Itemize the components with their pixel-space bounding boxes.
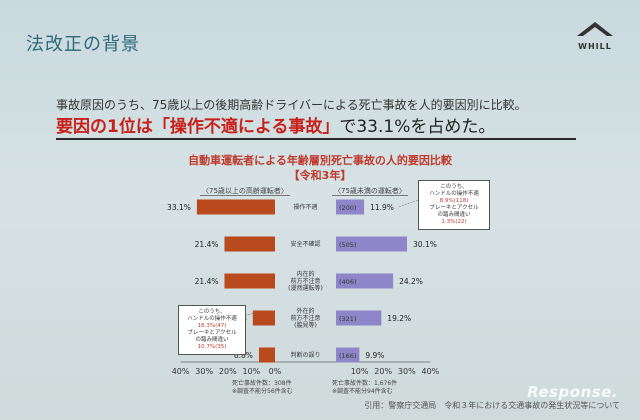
bar-right [336, 199, 365, 215]
x-tick-left: 40% [172, 367, 190, 376]
category-label: 判断の誤り [290, 351, 320, 359]
note-left-line: ハンドルの操作不適 [187, 316, 237, 322]
footer-right-line: ※調査不能分94件含む [332, 388, 393, 395]
legend-right: 〈75歳未満の運転者〉 [332, 186, 408, 196]
legend-right-text: 〈75歳未満の運転者〉 [332, 187, 408, 196]
x-tick-right: 10% [351, 367, 369, 376]
note-left-line: の踏み間違い [195, 337, 229, 343]
count-label: (505) [339, 241, 356, 249]
headline: 要因の1位は「操作不適による事故」で33.1%を占めた。 [56, 112, 495, 137]
logo-text: WHILL [578, 42, 612, 51]
count-label: (200) [339, 204, 356, 212]
count-label: (321) [339, 315, 356, 323]
footer-right-line: 死亡事故件数：1,676件 [332, 380, 398, 387]
chart-title: 自動車運転者による年齢層別死亡事故の人的要因比較 [188, 154, 452, 167]
x-tick-left: 20% [219, 367, 237, 376]
x-tick-right: 40% [422, 367, 440, 376]
note-left-line: このうち、 [198, 309, 226, 315]
bar-right [336, 236, 408, 252]
bar-left [252, 310, 275, 326]
x-tick-right: 30% [398, 367, 416, 376]
count-label: (406) [339, 278, 356, 286]
x-tick-left: 10% [243, 367, 261, 376]
category-label: 前方不注意 [290, 314, 320, 322]
headline-highlight: 「操作不適による事故」 [152, 117, 340, 137]
category-label: 操作不適 [293, 203, 317, 211]
chart-subtitle: 【令和3年】 [288, 169, 352, 182]
bar-right [336, 310, 382, 326]
footer-left-line: 死亡事故件数：308件 [232, 380, 292, 387]
note-left-line: 16.3%(47) [197, 323, 227, 329]
footer-right: 死亡事故件数：1,676件 ※調査不能分94件含む [332, 380, 397, 396]
bar-right [336, 347, 360, 363]
bar-right [336, 273, 394, 289]
category-label: 内在的 [296, 270, 314, 278]
watermark: Response. [527, 383, 618, 401]
category-label: 安全不確認 [290, 240, 320, 248]
note-right: このうち、 ハンドルの操作不適 8.9%(118) ブレーキとアクセル の踏み間… [418, 180, 490, 230]
category-label: 外在的 [296, 307, 314, 315]
value-label-left: 6.8% [234, 351, 253, 360]
note-right-connector [397, 199, 419, 208]
legend-left: 〈75歳以上の高齢運転者〉 [200, 186, 290, 196]
source-citation: 引用：警察庁交通局 令和３年における交通事故の発生状況等について [364, 401, 620, 410]
value-label-left: 21.4% [195, 277, 219, 286]
note-right-line: の踏み間違い [437, 212, 471, 218]
category-label: (脇見等) [294, 321, 317, 329]
value-label-right: 19.2% [387, 314, 411, 323]
value-label-right: 30.1% [413, 240, 437, 249]
footer-left: 死亡事故件数：308件 ※調査不能分56件含む [232, 380, 293, 396]
note-right-line: ブレーキとアクセル [429, 205, 479, 211]
note-right-line: このうち、 [440, 184, 468, 190]
value-label-right: 24.2% [399, 277, 423, 286]
note-right-line: ハンドルの操作不適 [429, 191, 479, 197]
slide-title: 法改正の背景 [26, 34, 140, 55]
x-tick-left: 0% [269, 367, 282, 376]
note-left: このうち、 ハンドルの操作不適 16.3%(47) ブレーキとアクセル の踏み間… [178, 305, 246, 355]
bar-left [224, 273, 275, 289]
bar-left [224, 236, 275, 252]
legend-left-text: 〈75歳以上の高齢運転者〉 [200, 187, 290, 196]
count-label: (166) [339, 352, 356, 360]
note-left-line: 10.7%(35) [197, 344, 227, 350]
x-tick-left: 30% [195, 367, 213, 376]
whill-logo-icon [577, 22, 613, 36]
intro-text: 事故原因のうち、75歳以上の後期高齢ドライバーによる死亡事故を人的要因別に比較。 [56, 98, 527, 112]
x-tick-right: 20% [374, 367, 392, 376]
note-right-line: 1.3%(22) [441, 219, 467, 225]
note-right-line: 8.9%(118) [439, 198, 469, 204]
category-label: (漫然運転等) [288, 284, 323, 292]
value-label-right: 9.9% [365, 351, 384, 360]
footer-left-line: ※調査不能分56件含む [232, 388, 293, 395]
headline-post: で33.1%を占めた。 [339, 117, 496, 137]
headline-underline [56, 138, 576, 140]
note-left-line: ブレーキとアクセル [187, 330, 237, 336]
value-label-left: 21.4% [195, 240, 219, 249]
whill-logo: WHILL [570, 20, 620, 51]
bar-left [258, 347, 275, 363]
value-label-left: 33.1% [167, 203, 191, 212]
headline-pre: 要因の1位は [56, 117, 153, 137]
bar-left [196, 199, 275, 215]
value-label-right: 11.9% [370, 203, 394, 212]
category-label: 前方不注意 [290, 277, 320, 285]
